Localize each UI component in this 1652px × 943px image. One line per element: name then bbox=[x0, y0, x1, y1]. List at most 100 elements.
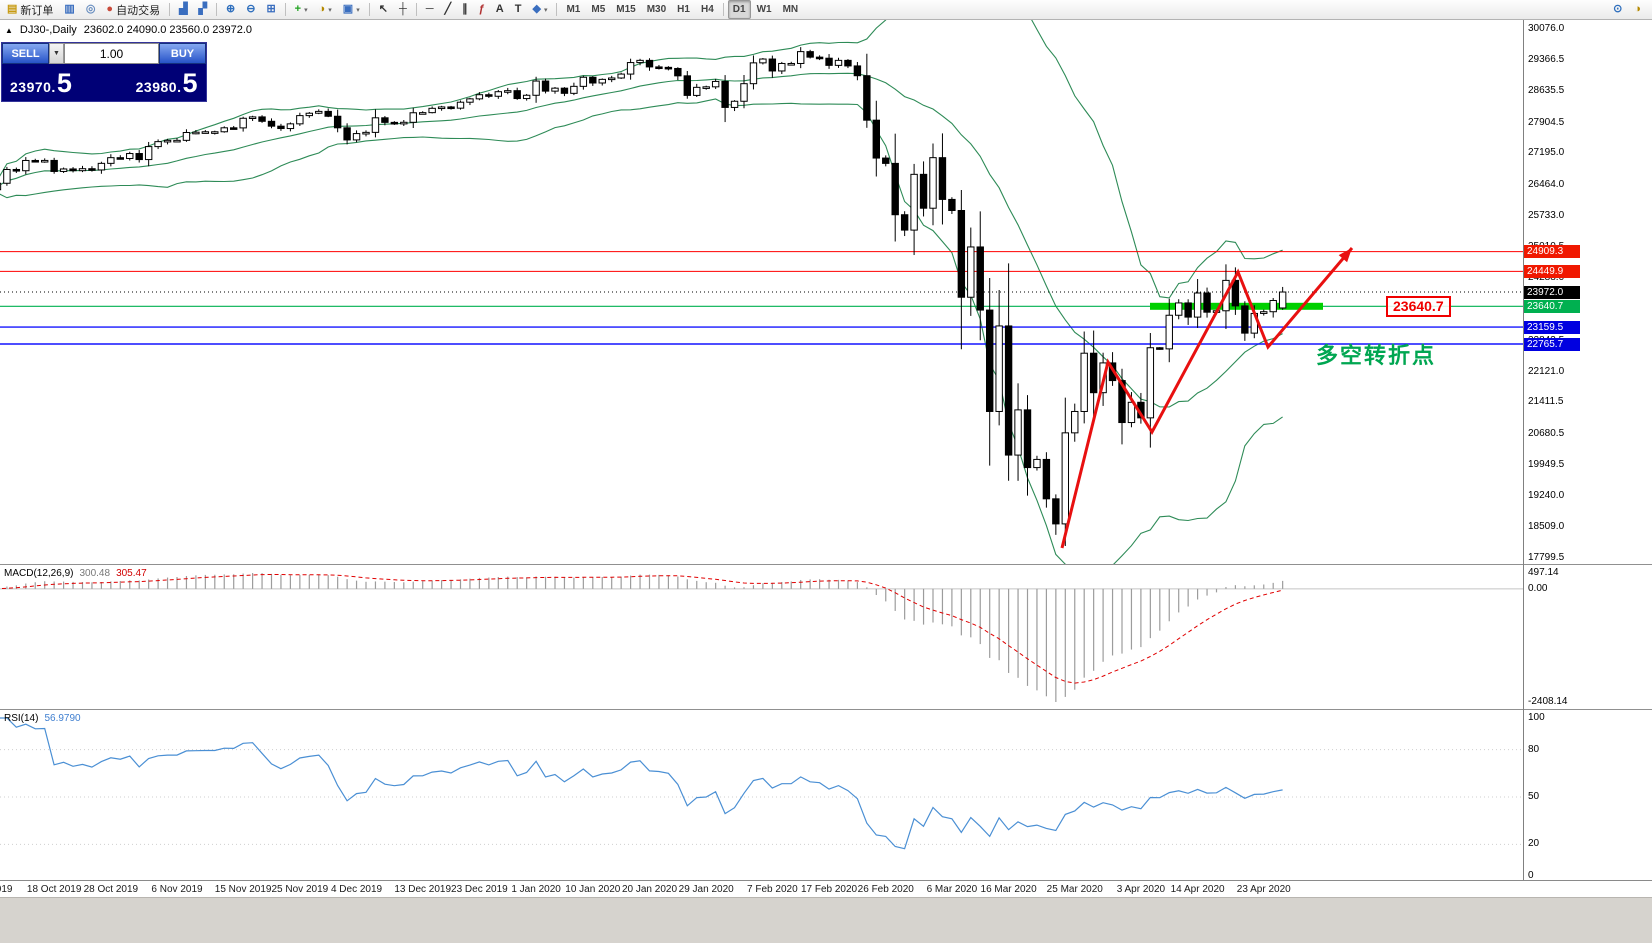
candle-body bbox=[1033, 458, 1041, 469]
timeframe-mn[interactable]: MN bbox=[778, 0, 804, 19]
date-label: 1 Jan 2020 bbox=[511, 884, 561, 895]
price-axis-tick: 19240.0 bbox=[1528, 489, 1565, 501]
candle-body bbox=[1260, 311, 1268, 314]
pane-separator[interactable] bbox=[0, 564, 1652, 565]
candle-body bbox=[447, 106, 455, 110]
candle-body bbox=[220, 127, 228, 133]
volume-dropdown-button[interactable]: ▼ bbox=[49, 43, 64, 64]
annotation-price-tag[interactable]: 23640.7 bbox=[1386, 296, 1451, 317]
tile-windows-button[interactable]: ▟ bbox=[174, 0, 192, 19]
new-order-button[interactable]: ▤ 新订单 bbox=[2, 0, 58, 19]
timeframe-m15[interactable]: M15 bbox=[611, 0, 640, 19]
grid-icon: ⊞ bbox=[266, 3, 276, 15]
toolbar-separator bbox=[216, 3, 218, 16]
zoom-in-button[interactable]: ⊕ bbox=[221, 0, 240, 19]
volume-input[interactable]: 1.00 bbox=[64, 43, 159, 64]
trend-line-button[interactable]: ╱ bbox=[440, 0, 457, 19]
new-order-button-label: 新订单 bbox=[20, 4, 54, 17]
candle-body bbox=[116, 157, 124, 160]
sell-button[interactable]: SELL bbox=[2, 43, 49, 64]
timeframe-h1-label: H1 bbox=[677, 4, 690, 15]
price-axis-tick: 25733.0 bbox=[1528, 210, 1565, 222]
rsi-indicator-canvas[interactable] bbox=[0, 710, 1523, 880]
chart-title: ▲ DJ30-,Daily 23602.0 24090.0 23560.0 23… bbox=[5, 24, 252, 36]
candle-body bbox=[608, 77, 616, 81]
fibonacci-button[interactable]: ƒ bbox=[474, 0, 490, 19]
chart-window-icon: ▥ bbox=[64, 3, 75, 15]
buy-button[interactable]: BUY bbox=[159, 43, 206, 64]
periods-button[interactable]: ◑ ▾ bbox=[314, 0, 337, 19]
candle-body bbox=[371, 117, 380, 133]
macd-header: MACD(12,26,9) 300.48 305.47 bbox=[4, 568, 147, 579]
timeframe-h4[interactable]: H4 bbox=[696, 0, 719, 19]
candle-body bbox=[296, 115, 304, 125]
candle-body bbox=[201, 131, 210, 134]
profiles-button[interactable]: ◎ bbox=[81, 0, 101, 19]
label-button[interactable]: T bbox=[510, 0, 527, 19]
candle-body bbox=[456, 101, 465, 109]
fibonacci-icon: ƒ bbox=[478, 3, 485, 15]
timeframe-w1[interactable]: W1 bbox=[752, 0, 777, 19]
timeframe-h1[interactable]: H1 bbox=[672, 0, 695, 19]
horizontal-line-button[interactable]: ─ bbox=[421, 0, 439, 19]
date-label: 16 Mar 2020 bbox=[980, 884, 1037, 895]
arrows-icon: ◆ bbox=[532, 3, 541, 15]
chart-workspace: ▲ DJ30-,Daily 23602.0 24090.0 23560.0 23… bbox=[0, 20, 1652, 943]
trend-zigzag-annotation[interactable] bbox=[1060, 247, 1354, 549]
search-icon: ⊙ bbox=[1613, 3, 1623, 15]
buy-price[interactable]: 23980. 5 bbox=[136, 69, 198, 96]
candle-body bbox=[239, 117, 247, 129]
timeframe-m5[interactable]: M5 bbox=[586, 0, 610, 19]
price-axis-tick: 18509.0 bbox=[1528, 521, 1565, 533]
candle-body bbox=[1127, 401, 1136, 424]
candle-body bbox=[1165, 314, 1173, 350]
crosshair-button[interactable]: ┼ bbox=[394, 0, 412, 19]
macd-indicator-canvas[interactable] bbox=[0, 565, 1523, 710]
candle-body bbox=[466, 98, 474, 103]
search-button[interactable]: ⊙ bbox=[1608, 0, 1627, 19]
candle-body bbox=[352, 133, 361, 141]
candle-body bbox=[154, 141, 162, 148]
pane-separator[interactable] bbox=[0, 709, 1652, 710]
candle-body bbox=[919, 173, 928, 209]
zoom-out-button[interactable]: ⊖ bbox=[241, 0, 260, 19]
date-label: 15 Nov 2019 bbox=[214, 884, 272, 895]
candle-body bbox=[1269, 300, 1277, 313]
timeframe-m1[interactable]: M1 bbox=[561, 0, 585, 19]
zoom-in-icon: ⊕ bbox=[226, 3, 236, 15]
candle-body bbox=[967, 246, 975, 298]
candle-body bbox=[69, 168, 77, 172]
cascade-windows-button[interactable]: ▞ bbox=[194, 0, 212, 19]
date-label: 7 Feb 2020 bbox=[747, 884, 798, 895]
cursor-button[interactable]: ↖ bbox=[374, 0, 393, 19]
candle-body bbox=[400, 121, 408, 125]
trade-controls-row: SELL ▼ 1.00 BUY bbox=[2, 43, 206, 64]
price-axis-tick: 29366.5 bbox=[1528, 53, 1565, 65]
indicators-button[interactable]: + ▾ bbox=[290, 0, 313, 19]
date-label: 3 Apr 2020 bbox=[1116, 884, 1166, 895]
templates-button[interactable]: ▣ ▾ bbox=[338, 0, 365, 19]
auto-trading-button[interactable]: ● 自动交易 bbox=[101, 0, 165, 19]
text-button[interactable]: A bbox=[491, 0, 509, 19]
date-label: 14 Apr 2020 bbox=[1170, 884, 1225, 895]
sell-price[interactable]: 23970. 5 bbox=[10, 69, 72, 96]
chart-window-button[interactable]: ▥ bbox=[59, 0, 79, 19]
window-bottom-area bbox=[0, 897, 1652, 943]
arrows-button[interactable]: ◆ ▾ bbox=[527, 0, 552, 19]
ohlc-values: 23602.0 24090.0 23560.0 23972.0 bbox=[83, 24, 252, 36]
timeframe-m30[interactable]: M30 bbox=[642, 0, 671, 19]
channel-button[interactable]: ∥ bbox=[457, 0, 473, 19]
date-label: 20 Jan 2020 bbox=[621, 884, 678, 895]
main-chart-canvas[interactable] bbox=[0, 20, 1523, 565]
toolbar-separator bbox=[556, 3, 558, 16]
timeframe-d1[interactable]: D1 bbox=[727, 0, 751, 19]
date-label: 23 Apr 2020 bbox=[1236, 884, 1291, 895]
clock-button[interactable]: ◑ bbox=[1629, 0, 1646, 19]
grid-button[interactable]: ⊞ bbox=[261, 0, 280, 19]
candle-body bbox=[693, 86, 701, 96]
candle-body bbox=[1042, 458, 1051, 500]
candle-body bbox=[844, 59, 852, 67]
candle-body bbox=[513, 90, 521, 100]
candle-body bbox=[163, 139, 172, 143]
date-label: 6 Mar 2020 bbox=[926, 884, 978, 895]
